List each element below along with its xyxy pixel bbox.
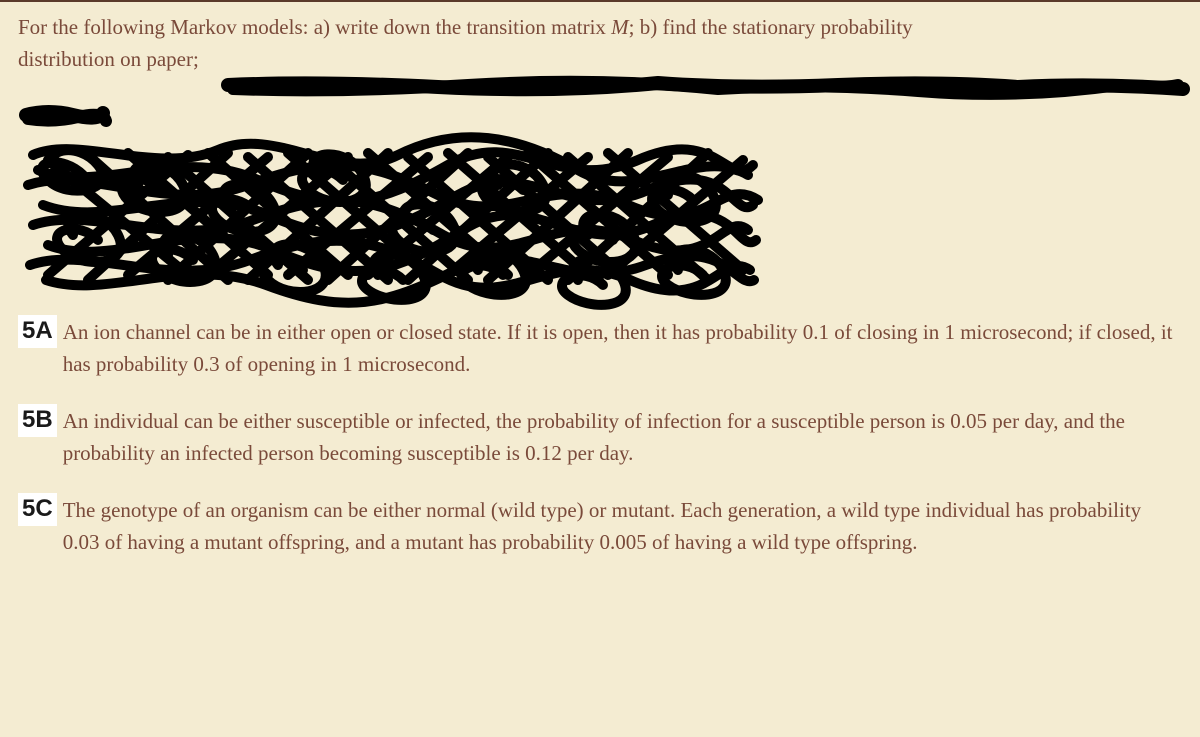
intro-paragraph: For the following Markov models: a) writ… [18, 12, 1182, 75]
top-border [0, 0, 1200, 2]
problem-5a-label: 5A [18, 315, 57, 348]
scribble-svg [18, 75, 1198, 315]
problem-5a-row: 5A An ion channel can be in either open … [18, 315, 1182, 380]
problem-5b-text: An individual can be either susceptible … [63, 404, 1182, 469]
intro-line2: distribution on paper; [18, 47, 199, 71]
intro-line1-part1: For the following Markov models: a) writ… [18, 15, 611, 39]
math-variable-m: M [611, 15, 629, 39]
problem-5c-row: 5C The genotype of an organism can be ei… [18, 493, 1182, 558]
intro-line1-part2: ; b) find the stationary probability [629, 15, 913, 39]
problem-5b-row: 5B An individual can be either susceptib… [18, 404, 1182, 469]
problem-5a-text: An ion channel can be in either open or … [63, 315, 1182, 380]
problem-5c-label: 5C [18, 493, 57, 526]
problem-5c-text: The genotype of an organism can be eithe… [63, 493, 1182, 558]
scribble-redaction-area [18, 75, 1182, 305]
problem-5b-label: 5B [18, 404, 57, 437]
